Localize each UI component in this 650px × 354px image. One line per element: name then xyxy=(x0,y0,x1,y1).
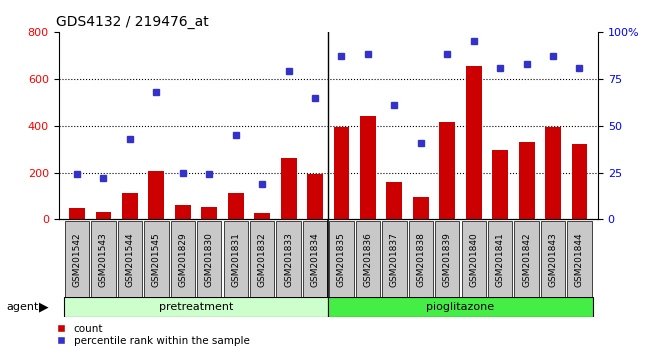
Bar xyxy=(227,193,244,219)
Text: GSM201840: GSM201840 xyxy=(469,232,478,287)
Text: GDS4132 / 219476_at: GDS4132 / 219476_at xyxy=(56,16,209,29)
Text: GSM201545: GSM201545 xyxy=(152,232,161,287)
Text: GSM201844: GSM201844 xyxy=(575,232,584,286)
Bar xyxy=(519,142,534,219)
FancyBboxPatch shape xyxy=(435,221,460,297)
FancyBboxPatch shape xyxy=(356,221,380,297)
Text: pretreatment: pretreatment xyxy=(159,302,233,312)
Bar xyxy=(492,150,508,219)
Text: GSM201839: GSM201839 xyxy=(443,232,452,287)
Text: GSM201834: GSM201834 xyxy=(311,232,320,287)
Text: GSM201832: GSM201832 xyxy=(257,232,266,287)
Text: ▶: ▶ xyxy=(39,301,49,314)
FancyBboxPatch shape xyxy=(303,221,327,297)
Bar xyxy=(69,209,85,219)
Text: GSM201836: GSM201836 xyxy=(363,232,372,287)
FancyBboxPatch shape xyxy=(462,221,486,297)
Text: GSM201843: GSM201843 xyxy=(549,232,558,287)
FancyBboxPatch shape xyxy=(65,221,89,297)
Bar xyxy=(254,213,270,219)
FancyBboxPatch shape xyxy=(330,221,354,297)
FancyBboxPatch shape xyxy=(197,221,222,297)
Bar xyxy=(439,122,455,219)
FancyBboxPatch shape xyxy=(171,221,195,297)
Bar xyxy=(387,182,402,219)
Text: agent: agent xyxy=(6,302,39,312)
FancyBboxPatch shape xyxy=(488,221,512,297)
Text: GSM201842: GSM201842 xyxy=(522,232,531,286)
Bar xyxy=(571,144,588,219)
Bar xyxy=(413,197,429,219)
FancyBboxPatch shape xyxy=(91,221,116,297)
Text: GSM201831: GSM201831 xyxy=(231,232,240,287)
Bar xyxy=(281,158,296,219)
FancyBboxPatch shape xyxy=(567,221,592,297)
FancyBboxPatch shape xyxy=(250,221,274,297)
Legend: count, percentile rank within the sample: count, percentile rank within the sample xyxy=(57,324,250,346)
Bar xyxy=(545,127,561,219)
FancyBboxPatch shape xyxy=(328,297,593,317)
Text: GSM201542: GSM201542 xyxy=(73,232,81,286)
FancyBboxPatch shape xyxy=(64,297,328,317)
Text: GSM201835: GSM201835 xyxy=(337,232,346,287)
FancyBboxPatch shape xyxy=(514,221,539,297)
Bar xyxy=(360,116,376,219)
FancyBboxPatch shape xyxy=(224,221,248,297)
FancyBboxPatch shape xyxy=(382,221,406,297)
Bar xyxy=(148,171,164,219)
FancyBboxPatch shape xyxy=(409,221,433,297)
Bar xyxy=(96,212,111,219)
Bar xyxy=(175,205,190,219)
Bar xyxy=(202,207,217,219)
FancyBboxPatch shape xyxy=(276,221,301,297)
FancyBboxPatch shape xyxy=(144,221,168,297)
Text: GSM201543: GSM201543 xyxy=(99,232,108,287)
FancyBboxPatch shape xyxy=(541,221,566,297)
Bar xyxy=(333,127,350,219)
Bar xyxy=(307,174,323,219)
Bar xyxy=(466,66,482,219)
Text: GSM201838: GSM201838 xyxy=(416,232,425,287)
Text: GSM201830: GSM201830 xyxy=(205,232,214,287)
Text: GSM201544: GSM201544 xyxy=(125,232,135,286)
Text: GSM201837: GSM201837 xyxy=(390,232,399,287)
Text: GSM201841: GSM201841 xyxy=(496,232,504,287)
Text: GSM201833: GSM201833 xyxy=(284,232,293,287)
Text: GSM201829: GSM201829 xyxy=(178,232,187,287)
FancyBboxPatch shape xyxy=(118,221,142,297)
Text: pioglitazone: pioglitazone xyxy=(426,302,495,312)
Bar xyxy=(122,193,138,219)
